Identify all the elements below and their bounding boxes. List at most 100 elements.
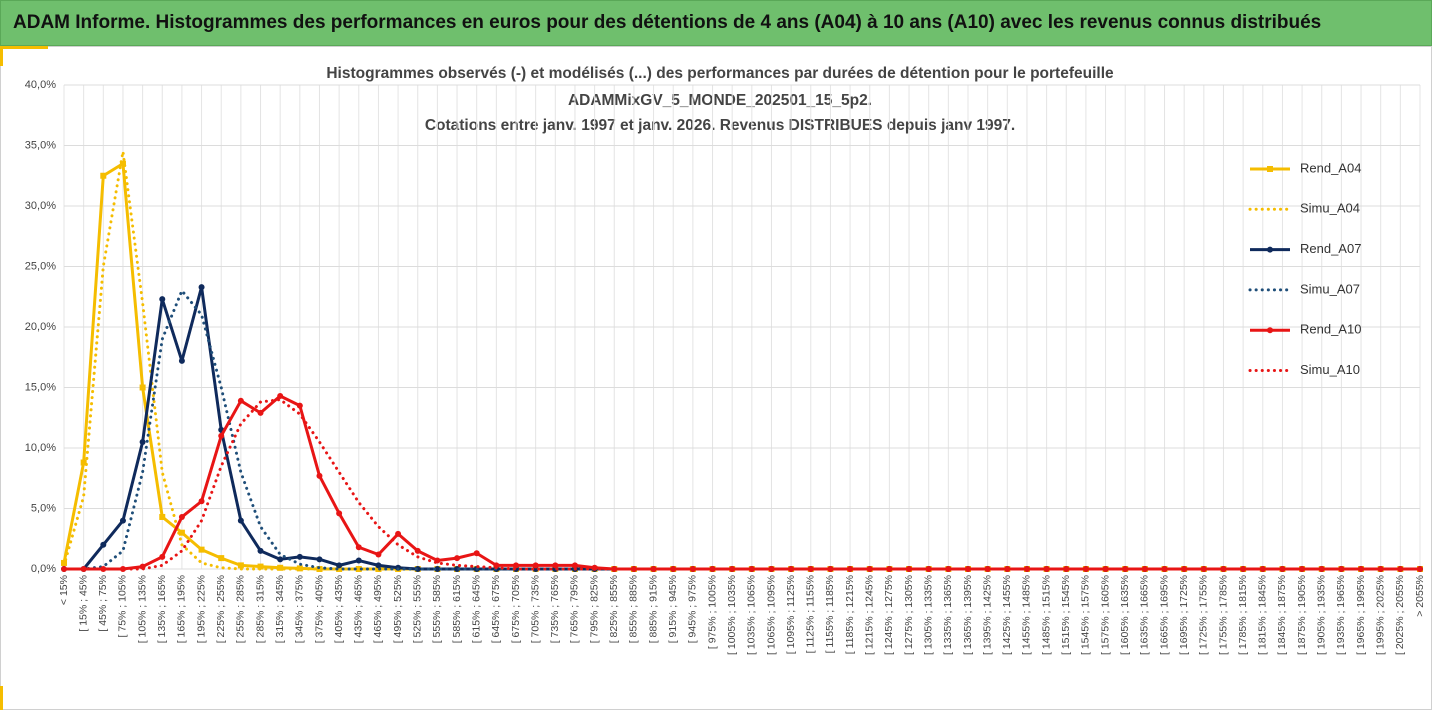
data-point [277,392,284,399]
data-point [336,510,343,517]
corner-accent [0,686,3,710]
data-point [473,550,480,557]
series-line [64,394,1420,571]
data-point [336,562,343,569]
header-title: ADAM Informe. Histogrammes des performan… [13,12,1322,33]
data-point [1043,566,1050,572]
data-point [513,562,519,569]
data-point [375,551,382,558]
data-point [532,562,539,569]
x-tick-label: [ 345% ; 375% [294,575,306,643]
y-tick-label: 40,0% [25,79,56,91]
y-tick-label: 10,0% [25,442,56,454]
y-tick-label: 20,0% [25,321,56,333]
x-tick-label: [ 45% ; 75% [97,575,109,632]
data-point [159,553,166,560]
x-tick-label: [ 1335% ; 1365% [942,575,954,655]
data-point [198,498,205,505]
x-tick-label: [ 1995% ; 2025% [1374,575,1386,655]
data-point [237,397,244,404]
x-tick-label: [ 1185% ; 1215% [844,575,856,654]
data-point [729,566,736,572]
data-point [414,547,421,554]
x-tick-label: [ 675% ; 705% [510,575,522,643]
data-point [375,562,382,569]
data-point [296,553,303,560]
x-tick-label: [ 195% ; 225% [195,575,207,643]
y-tick-label: 0,0% [31,563,56,575]
data-point [237,517,244,524]
data-point [218,432,225,439]
x-tick-label: [ 795% ; 825% [588,575,600,643]
data-point [139,384,146,391]
chart: Histogrammes observés (-) et modélisés (… [0,46,1432,710]
x-tick-label: [ 1035% ; 1065% [746,575,758,655]
data-point [257,547,264,554]
data-point [886,566,893,572]
x-tick-label: [ 825% ; 855% [608,575,620,643]
x-tick-label: [ 75% ; 105% [117,575,129,637]
data-point [552,562,559,569]
x-tick-label: [ 225% ; 255% [215,575,227,643]
data-point [159,513,166,520]
x-tick-label: [ 735% ; 765% [549,575,561,643]
x-tick-label: [ 135% ; 165% [156,575,168,643]
x-tick-label: [ 1965% ; 1995% [1355,575,1367,655]
x-tick-label: [ 1545% ; 1575% [1080,575,1092,655]
corner-accent [0,46,48,49]
data-point [277,556,284,563]
data-point [1063,566,1070,572]
x-tick-label: [ 1905% ; 1935% [1316,575,1328,655]
legend-marker [1267,246,1273,253]
data-point [237,562,244,569]
x-tick-label: [ 1845% ; 1875% [1276,575,1288,655]
x-tick-label: [ 1005% ; 1035% [726,575,738,655]
data-point [296,565,303,572]
x-tick-label: [ 1515% ; 1545% [1060,575,1072,655]
data-point [434,566,441,572]
y-tick-label: 15,0% [25,381,56,393]
y-tick-label: 5,0% [31,502,56,514]
y-tick-label: 25,0% [25,260,56,272]
x-tick-label: [ 165% ; 195% [176,575,188,643]
legend-label: Rend_A04 [1300,160,1361,175]
data-point [257,409,264,416]
x-tick-label: [ 15% ; 45% [77,575,89,632]
x-tick-label: [ 585% ; 615% [451,575,463,643]
data-point [178,357,185,364]
data-point [316,472,323,479]
chart-title: ADAMMixGV_5_MONDE_202501_15_5p2. [568,92,872,109]
x-tick-label: [ 1605% ; 1635% [1119,575,1131,655]
data-point [1338,566,1345,572]
data-point [218,555,225,562]
x-tick-label: [ 1395% ; 1425% [981,575,993,655]
x-tick-label: [ 465% ; 495% [372,575,384,643]
data-point [100,541,107,548]
data-point [1161,566,1168,572]
data-point [198,546,205,553]
x-tick-label: [ 1425% ; 1455% [1001,575,1013,655]
data-point [159,296,166,303]
chart-frame [0,46,1432,710]
data-point [965,566,971,572]
legend-label: Simu_A07 [1300,281,1360,296]
x-tick-label: [ 765% ; 795% [569,575,581,643]
data-point [119,517,126,524]
data-point [1318,566,1325,572]
x-tick-label: [ 1275% ; 1305% [903,575,915,655]
data-point [257,563,264,570]
data-point [139,438,146,445]
x-tick-label: [ 1785% ; 1815% [1237,575,1249,655]
data-point [1082,566,1089,572]
x-tick-label: [ 315% ; 345% [274,575,286,643]
x-tick-label: [ 915% ; 945% [667,575,679,643]
x-tick-label: [ 1755% ; 1785% [1217,575,1229,655]
data-point [61,559,67,566]
x-tick-label: [ 495% ; 525% [392,575,404,643]
x-tick-label: [ 555% ; 585% [431,575,443,643]
data-point [119,566,126,572]
chart-title: Cotations entre janv. 1997 et janv. 2026… [425,117,1015,134]
y-tick-label: 30,0% [25,200,56,212]
x-tick-label: [ 1875% ; 1905% [1296,575,1308,655]
x-tick-label: > 2055% [1414,575,1426,617]
